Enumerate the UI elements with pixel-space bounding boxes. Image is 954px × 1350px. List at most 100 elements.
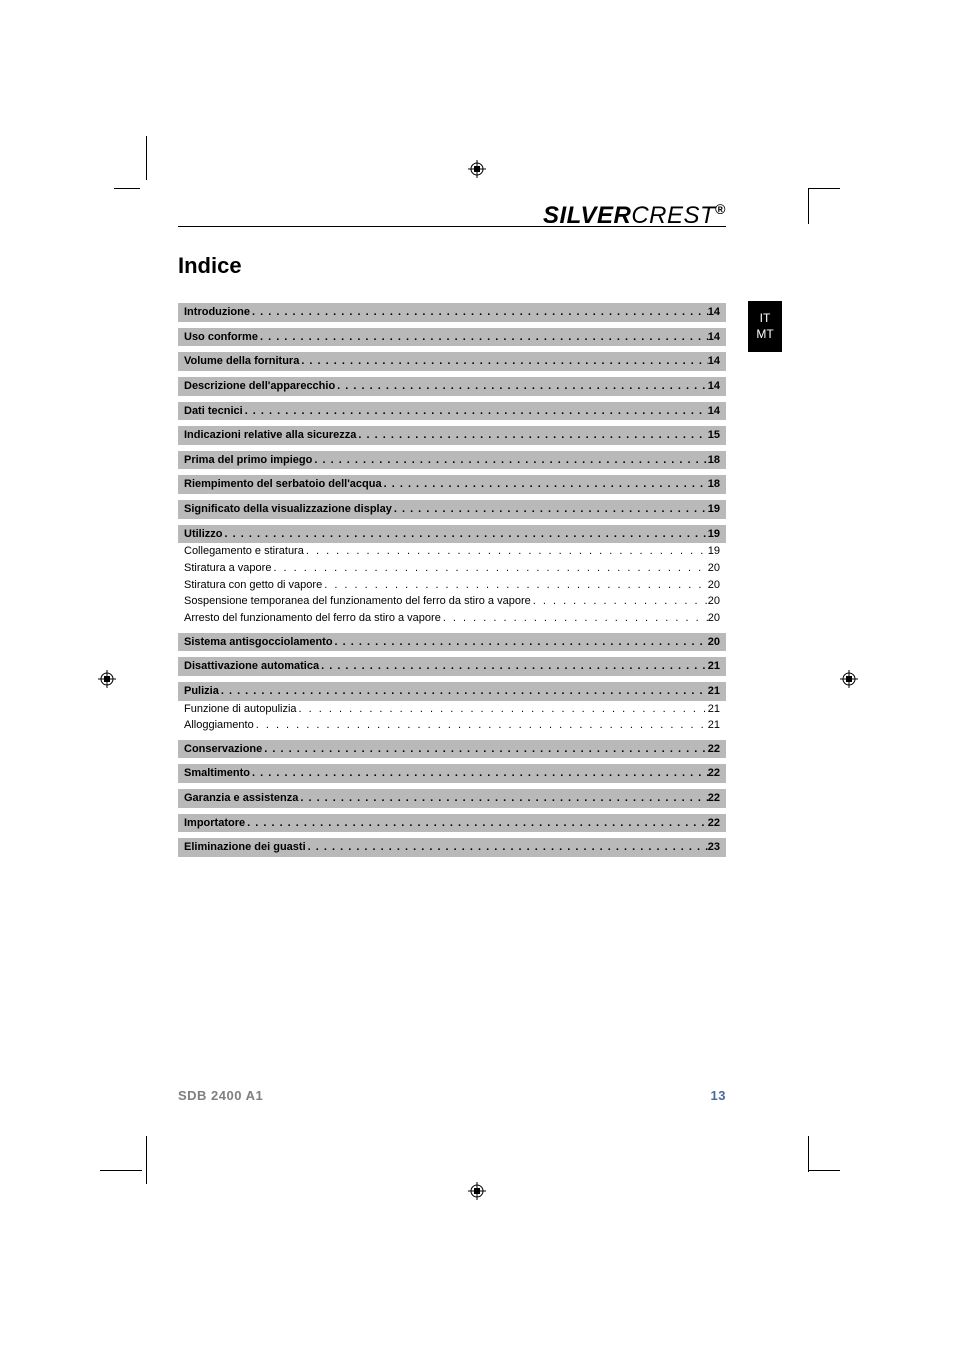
toc-leader-dots: . . . . . . . . . . . . . . . . . . . . … <box>441 612 708 625</box>
registration-mark-icon <box>468 1182 486 1200</box>
toc-section-row: Pulizia. . . . . . . . . . . . . . . . .… <box>178 682 726 701</box>
toc-entry-label: Stiratura con getto di vapore <box>184 579 322 592</box>
toc-entry-label: Stiratura a vapore <box>184 562 271 575</box>
toc-entry-label: Disattivazione automatica <box>184 660 319 673</box>
toc-section-row: Utilizzo. . . . . . . . . . . . . . . . … <box>178 525 726 544</box>
toc-entry-label: Garanzia e assistenza <box>184 792 298 805</box>
toc-entry-label: Sospensione temporanea del funzionamento… <box>184 595 531 608</box>
toc-leader-dots: . . . . . . . . . . . . . . . . . . . . … <box>271 562 707 575</box>
crop-mark-icon <box>808 1170 840 1171</box>
toc-leader-dots: . . . . . . . . . . . . . . . . . . . . … <box>299 355 707 368</box>
toc-leader-dots: . . . . . . . . . . . . . . . . . . . . … <box>304 545 708 558</box>
toc-sub-row: Stiratura a vapore. . . . . . . . . . . … <box>178 560 726 577</box>
brand-mark: ® <box>715 201 726 217</box>
toc-section-row: Sistema antisgocciolamento. . . . . . . … <box>178 633 726 652</box>
toc-section-row: Prima del primo impiego. . . . . . . . .… <box>178 451 726 470</box>
toc-leader-dots: . . . . . . . . . . . . . . . . . . . . … <box>322 579 708 592</box>
toc-section-row: Eliminazione dei guasti. . . . . . . . .… <box>178 838 726 857</box>
toc-section-row: Volume della fornitura. . . . . . . . . … <box>178 352 726 371</box>
toc-entry-label: Pulizia <box>184 685 219 698</box>
crop-mark-icon <box>146 1136 147 1184</box>
toc-section-row: Riempimento del serbatoio dell'acqua. . … <box>178 475 726 494</box>
toc-entry-label: Sistema antisgocciolamento <box>184 636 333 649</box>
toc-entry-page: 21 <box>708 703 720 716</box>
toc-leader-dots: . . . . . . . . . . . . . . . . . . . . … <box>356 429 707 442</box>
toc-entry-page: 20 <box>708 579 720 592</box>
language-tab-line: MT <box>748 327 782 343</box>
toc-section-row: Introduzione. . . . . . . . . . . . . . … <box>178 303 726 322</box>
toc-entry-label: Funzione di autopulizia <box>184 703 297 716</box>
toc-entry-label: Collegamento e stiratura <box>184 545 304 558</box>
toc-entry-page: 20 <box>708 612 720 625</box>
toc-entry-page: 18 <box>708 478 720 491</box>
toc-entry-label: Alloggiamento <box>184 719 254 732</box>
toc-leader-dots: . . . . . . . . . . . . . . . . . . . . … <box>250 306 708 319</box>
toc-leader-dots: . . . . . . . . . . . . . . . . . . . . … <box>243 405 708 418</box>
toc-leader-dots: . . . . . . . . . . . . . . . . . . . . … <box>262 743 708 756</box>
footer-page-number: 13 <box>711 1088 726 1103</box>
toc-entry-label: Introduzione <box>184 306 250 319</box>
crop-mark-icon <box>114 188 140 189</box>
toc-entry-page: 21 <box>708 660 720 673</box>
toc-entry-page: 20 <box>708 562 720 575</box>
toc-sub-row: Alloggiamento. . . . . . . . . . . . . .… <box>178 717 726 734</box>
toc-leader-dots: . . . . . . . . . . . . . . . . . . . . … <box>258 331 708 344</box>
toc-entry-page: 23 <box>708 841 720 854</box>
crop-mark-icon <box>808 188 840 189</box>
toc-entry-label: Dati tecnici <box>184 405 243 418</box>
toc-section-row: Uso conforme. . . . . . . . . . . . . . … <box>178 328 726 347</box>
table-of-contents: Introduzione. . . . . . . . . . . . . . … <box>178 303 726 857</box>
toc-entry-label: Descrizione dell'apparecchio <box>184 380 335 393</box>
registration-mark-icon <box>840 670 858 688</box>
toc-entry-page: 22 <box>708 767 720 780</box>
toc-entry-page: 19 <box>708 545 720 558</box>
toc-section-row: Importatore. . . . . . . . . . . . . . .… <box>178 814 726 833</box>
toc-leader-dots: . . . . . . . . . . . . . . . . . . . . … <box>298 792 707 805</box>
toc-leader-dots: . . . . . . . . . . . . . . . . . . . . … <box>245 817 708 830</box>
toc-entry-label: Prima del primo impiego <box>184 454 312 467</box>
toc-leader-dots: . . . . . . . . . . . . . . . . . . . . … <box>392 503 708 516</box>
registration-mark-icon <box>468 160 486 178</box>
toc-leader-dots: . . . . . . . . . . . . . . . . . . . . … <box>382 478 708 491</box>
language-tab-line: IT <box>748 311 782 327</box>
toc-entry-page: 15 <box>708 429 720 442</box>
toc-entry-page: 19 <box>708 503 720 516</box>
toc-section-row: Garanzia e assistenza. . . . . . . . . .… <box>178 789 726 808</box>
toc-entry-label: Eliminazione dei guasti <box>184 841 306 854</box>
footer-model: SDB 2400 A1 <box>178 1088 263 1103</box>
toc-entry-page: 20 <box>708 636 720 649</box>
toc-entry-label: Conservazione <box>184 743 262 756</box>
toc-section-row: Descrizione dell'apparecchio. . . . . . … <box>178 377 726 396</box>
toc-sub-row: Stiratura con getto di vapore. . . . . .… <box>178 577 726 594</box>
page: SILVERCREST® IT MT Indice Introduzione. … <box>0 0 954 1350</box>
toc-entry-page: 20 <box>708 595 720 608</box>
toc-entry-label: Indicazioni relative alla sicurezza <box>184 429 356 442</box>
content-area: SILVERCREST® IT MT Indice Introduzione. … <box>178 253 726 857</box>
toc-sub-row: Funzione di autopulizia. . . . . . . . .… <box>178 701 726 718</box>
crop-mark-icon <box>808 1136 809 1172</box>
toc-leader-dots: . . . . . . . . . . . . . . . . . . . . … <box>219 685 708 698</box>
toc-section-row: Smaltimento. . . . . . . . . . . . . . .… <box>178 764 726 783</box>
toc-entry-page: 22 <box>708 743 720 756</box>
toc-leader-dots: . . . . . . . . . . . . . . . . . . . . … <box>223 528 708 541</box>
toc-entry-label: Smaltimento <box>184 767 250 780</box>
toc-section-row: Dati tecnici. . . . . . . . . . . . . . … <box>178 402 726 421</box>
toc-leader-dots: . . . . . . . . . . . . . . . . . . . . … <box>319 660 708 673</box>
toc-entry-label: Utilizzo <box>184 528 223 541</box>
toc-leader-dots: . . . . . . . . . . . . . . . . . . . . … <box>297 703 708 716</box>
crop-mark-icon <box>100 1170 142 1171</box>
crop-mark-icon <box>808 188 809 224</box>
toc-entry-page: 14 <box>708 306 720 319</box>
toc-section-row: Indicazioni relative alla sicurezza. . .… <box>178 426 726 445</box>
toc-entry-page: 22 <box>708 817 720 830</box>
toc-entry-label: Significato della visualizzazione displa… <box>184 503 392 516</box>
toc-entry-page: 21 <box>708 685 720 698</box>
language-tab: IT MT <box>748 301 782 352</box>
toc-entry-page: 18 <box>708 454 720 467</box>
toc-entry-page: 14 <box>708 405 720 418</box>
toc-entry-page: 22 <box>708 792 720 805</box>
toc-entry-page: 14 <box>708 355 720 368</box>
toc-entry-label: Volume della fornitura <box>184 355 299 368</box>
page-footer: SDB 2400 A1 13 <box>178 1088 726 1103</box>
toc-entry-label: Uso conforme <box>184 331 258 344</box>
